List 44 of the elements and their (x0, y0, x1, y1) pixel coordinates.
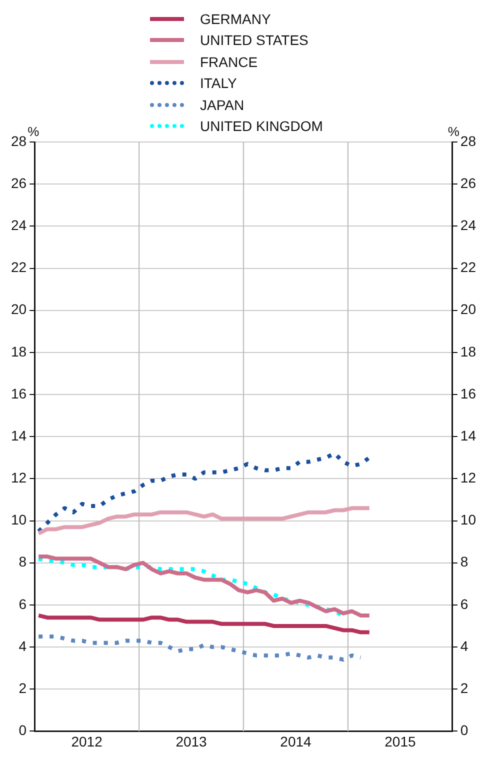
y-tick-label: 16 (10, 385, 27, 402)
legend-label: UNITED STATES (200, 32, 308, 48)
y2-tick-label: 20 (460, 301, 476, 318)
y-tick-label: 0 (18, 722, 27, 738)
y2-tick-label: 12 (460, 470, 476, 486)
line-series (36, 634, 363, 662)
y-tick-label: 18 (10, 343, 27, 360)
y2-tick-label: 18 (460, 343, 476, 360)
y-tick-label: 24 (10, 217, 27, 234)
x-tick-label: 2013 (176, 733, 208, 750)
legend-label: UNITED KINGDOM (200, 118, 323, 134)
y2-tick-label: 26 (460, 174, 476, 191)
x-tick-label: 2015 (384, 733, 416, 750)
x-tick-label: 2012 (71, 733, 103, 750)
y2-tick-label: 10 (460, 512, 476, 528)
y-tick-label: 20 (10, 301, 27, 318)
y2-tick-label: 4 (460, 638, 468, 654)
x-tick-label: 2014 (280, 733, 312, 750)
legend-label: GERMANY (200, 10, 271, 27)
y-axis-title: % (28, 124, 40, 140)
y-tick-label: 10 (10, 512, 27, 528)
y2-tick-label: 14 (460, 427, 476, 444)
legend-label: FRANCE (200, 54, 258, 70)
y-tick-label: 6 (18, 596, 27, 612)
y-tick-label: 22 (10, 259, 27, 276)
y-tick-label: 26 (10, 174, 27, 191)
y-tick-label: 28 (10, 132, 27, 149)
y2-tick-label: 0 (460, 722, 468, 738)
y2-tick-label: 22 (460, 259, 476, 276)
y2-tick-label: 16 (460, 385, 476, 402)
y-tick-label: 2 (18, 680, 27, 696)
y-tick-label: 12 (10, 470, 27, 486)
y2-tick-label: 8 (460, 554, 468, 570)
y2-axis-title: % (448, 124, 460, 140)
legend-label: JAPAN (200, 96, 244, 113)
y-tick-label: 14 (10, 427, 27, 444)
y-tick-label: 8 (18, 554, 27, 570)
line-series (36, 451, 372, 534)
y-tick-label: 4 (18, 638, 27, 654)
y2-tick-label: 24 (460, 217, 476, 234)
y2-tick-label: 2 (460, 680, 468, 696)
legend-label: ITALY (200, 75, 237, 92)
y2-tick-label: 6 (460, 596, 468, 612)
y2-tick-label: 28 (460, 132, 476, 149)
